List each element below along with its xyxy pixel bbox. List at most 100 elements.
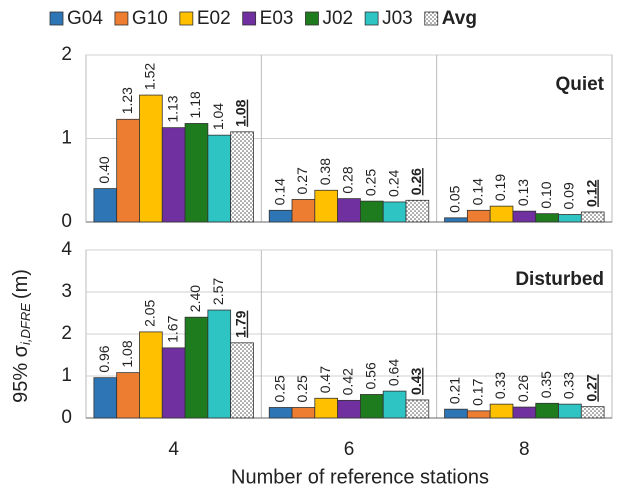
- value-label: 1.23: [119, 87, 135, 114]
- value-label: 0.14: [271, 178, 287, 205]
- bar: [536, 403, 559, 418]
- legend-label: J03: [382, 8, 413, 29]
- value-label: 2.05: [142, 299, 158, 326]
- value-label: 0.25: [294, 375, 310, 402]
- value-label: 1.52: [142, 63, 158, 90]
- y-tick-label: 4: [61, 239, 72, 260]
- value-label: 1.04: [210, 103, 226, 130]
- value-label: 0.26: [408, 168, 424, 195]
- value-label: 1.18: [187, 91, 203, 118]
- bar: [406, 200, 429, 222]
- bar: [208, 310, 231, 418]
- bar: [581, 212, 604, 222]
- value-label: 0.28: [340, 166, 356, 193]
- y-label-unit: (m): [10, 269, 32, 299]
- legend-label: G10: [132, 8, 168, 29]
- bar: [269, 210, 292, 222]
- legend-label: Avg: [442, 8, 477, 29]
- bar: [513, 211, 536, 222]
- bar: [536, 214, 559, 222]
- panel-title: Quiet: [555, 74, 604, 95]
- value-label: 0.96: [96, 345, 112, 372]
- x-axis-label: Number of reference stations: [231, 466, 489, 488]
- bar: [467, 210, 490, 222]
- bar: [581, 407, 604, 418]
- value-label: 1.08: [233, 99, 249, 126]
- value-label: 0.26: [515, 375, 531, 402]
- y-axis-label: 95% σi,DFRE(m): [10, 269, 33, 403]
- bar: [467, 411, 490, 418]
- bar: [406, 400, 429, 418]
- y-tick-label: 0: [61, 407, 72, 428]
- bar: [338, 199, 361, 222]
- value-label: 0.56: [362, 362, 378, 389]
- bar: [315, 398, 338, 418]
- y-tick-label: 0: [61, 211, 72, 232]
- bar: [185, 317, 208, 418]
- value-label: 1.67: [164, 315, 180, 342]
- bar: [269, 408, 292, 419]
- x-tick-label: 6: [344, 439, 355, 460]
- value-label: 1.79: [233, 310, 249, 337]
- bar: [445, 409, 468, 418]
- y-tick-label: 1: [61, 128, 72, 149]
- bar: [162, 128, 185, 222]
- value-label: 0.10: [538, 181, 554, 208]
- legend-label: E03: [260, 8, 294, 29]
- bar: [208, 135, 231, 222]
- bar: [559, 214, 582, 222]
- bar: [513, 407, 536, 418]
- legend-swatch: [365, 12, 378, 25]
- value-label: 0.17: [469, 378, 485, 405]
- bar: [445, 218, 468, 222]
- value-label: 0.14: [469, 178, 485, 205]
- bar: [94, 378, 117, 418]
- value-label: 0.47: [317, 366, 333, 393]
- value-label: 0.42: [340, 368, 356, 395]
- bar: [360, 201, 383, 222]
- value-label: 0.19: [492, 174, 508, 201]
- panel-title: Disturbed: [515, 269, 604, 290]
- chart: 95% σi,DFRE(m) Number of reference stati…: [0, 0, 618, 491]
- y-tick-label: 2: [61, 44, 72, 65]
- bar: [490, 404, 513, 418]
- bar: [117, 373, 140, 418]
- value-label: 0.25: [271, 375, 287, 402]
- y-label-subscript: i,DFRE: [18, 303, 33, 345]
- bar: [94, 189, 117, 222]
- y-tick-label: 1: [61, 365, 72, 386]
- y-tick-label: 2: [61, 323, 72, 344]
- value-label: 0.09: [561, 182, 577, 209]
- bar: [383, 391, 406, 418]
- value-label: 0.33: [492, 372, 508, 399]
- bar: [490, 206, 513, 222]
- bar: [231, 343, 254, 418]
- value-label: 2.57: [210, 278, 226, 305]
- bar: [360, 394, 383, 418]
- value-label: 0.27: [583, 374, 599, 401]
- value-label: 1.08: [119, 340, 135, 367]
- legend-swatch: [243, 12, 256, 25]
- value-label: 0.21: [447, 377, 463, 404]
- x-tick-label: 8: [519, 439, 530, 460]
- x-tick-label: 4: [168, 439, 179, 460]
- legend-label: G04: [67, 8, 103, 29]
- legend-label: J02: [322, 8, 353, 29]
- bar: [383, 202, 406, 222]
- legend-swatch: [425, 12, 438, 25]
- value-label: 0.12: [583, 180, 599, 207]
- value-label: 0.25: [362, 169, 378, 196]
- legend-swatch: [50, 12, 63, 25]
- value-label: 0.24: [385, 169, 401, 196]
- value-label: 0.40: [96, 156, 112, 183]
- legend-swatch: [115, 12, 128, 25]
- value-label: 0.13: [515, 179, 531, 206]
- legend-swatch: [305, 12, 318, 25]
- value-label: 0.38: [317, 158, 333, 185]
- bar: [162, 348, 185, 418]
- bar: [559, 404, 582, 418]
- bar: [292, 199, 315, 222]
- value-label: 0.33: [561, 372, 577, 399]
- value-label: 0.27: [294, 167, 310, 194]
- value-label: 0.43: [408, 367, 424, 394]
